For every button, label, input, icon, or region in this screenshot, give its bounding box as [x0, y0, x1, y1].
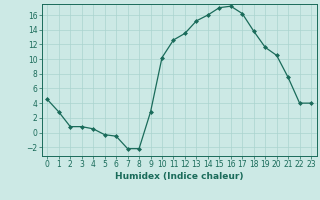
- X-axis label: Humidex (Indice chaleur): Humidex (Indice chaleur): [115, 172, 244, 181]
